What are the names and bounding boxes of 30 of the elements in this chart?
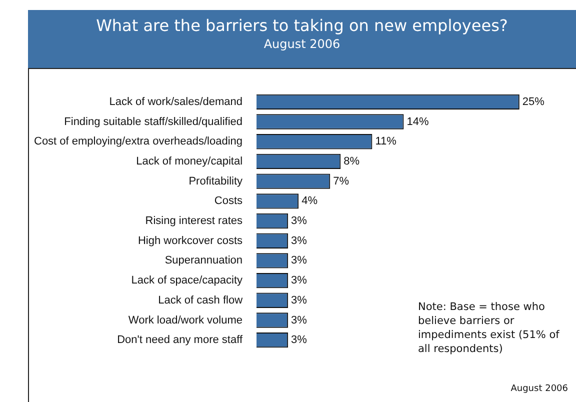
data-label: 14% [406,116,429,128]
y-tick-label: Lack of work/sales/demand [109,96,243,108]
y-tick-label: Cost of employing/extra overheads/loading [34,136,243,148]
data-label: 4% [302,195,318,208]
y-tick-label: Lack of money/capital [136,155,243,168]
y-tick-label: Rising interest rates [145,215,243,228]
annotation: Note: Base = those who believe barriers or impediments exist (51% of all respondents) [418,300,560,356]
text: August 2006 [510,384,568,394]
y-tick-label: Work load/work volume [128,314,243,326]
chart-title: What are the barriers to taking on new employees? [95,16,509,35]
data-label: 8% [344,155,360,168]
data-label: 3% [291,314,308,326]
y-tick-label: Don't need any more staff [117,334,244,346]
data-label: 7% [333,175,350,188]
data-label: 3% [291,254,308,267]
data-label: 11% [375,136,397,148]
y-tick-label: Finding suitable staff/skilled/qualified [64,116,243,128]
chart-subtitle: August 2006 [262,37,342,51]
data-label: 25% [522,96,545,108]
y-tick-label: Lack of cash flow [158,294,243,306]
data-label: 3% [291,215,308,228]
y-tick-label: Profitability [188,175,244,188]
data-label: 3% [291,334,308,346]
y-tick-label: High workcover costs [138,234,243,247]
y-tick-label: Superannuation [164,254,243,267]
y-tick-label: Costs [214,195,244,208]
data-label: 3% [291,234,308,247]
y-tick-label: Lack of space/capacity [131,274,243,287]
data-label: 3% [291,294,308,306]
data-label: 3% [291,274,308,287]
